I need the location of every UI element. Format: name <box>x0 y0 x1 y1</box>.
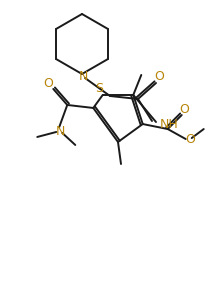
Text: O: O <box>154 71 164 83</box>
Text: O: O <box>185 132 195 146</box>
Text: NH: NH <box>160 118 179 130</box>
Text: O: O <box>43 77 53 91</box>
Text: O: O <box>179 103 189 115</box>
Text: N: N <box>56 126 65 138</box>
Text: S: S <box>95 83 103 95</box>
Text: N: N <box>78 71 88 83</box>
